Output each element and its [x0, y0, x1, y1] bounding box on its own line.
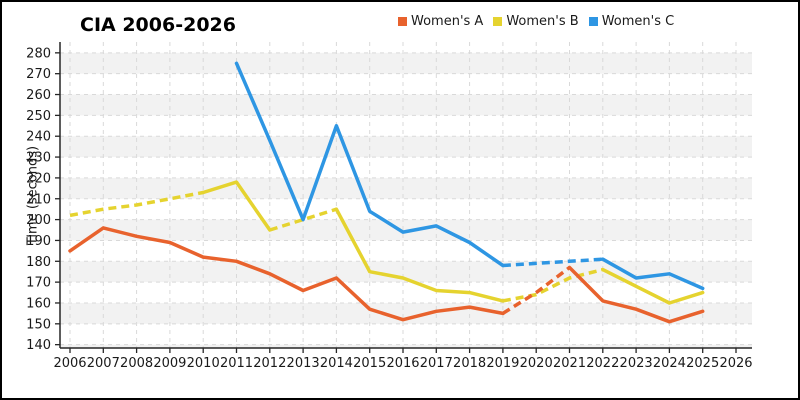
legend-marker-womens-a — [398, 17, 407, 26]
x-tick-label: 2007 — [87, 356, 120, 371]
y-tick-label: 230 — [26, 151, 51, 166]
y-tick-label: 220 — [26, 171, 51, 186]
x-tick-label: 2024 — [653, 356, 686, 371]
series-line-women-s-a-dashed — [501, 266, 571, 315]
plot-band — [60, 344, 752, 348]
x-tick-label: 2012 — [253, 356, 286, 371]
x-tick-label: 2023 — [620, 356, 653, 371]
x-tick-label: 2018 — [453, 356, 486, 371]
legend-item-womens-b: Women's B — [493, 14, 579, 29]
x-tick-label: 2020 — [520, 356, 553, 371]
chart-legend: Women's A Women's B Women's C — [398, 14, 674, 29]
x-tick-label: 2025 — [686, 356, 719, 371]
y-tick-label: 210 — [26, 192, 51, 207]
x-tick-label: 2016 — [386, 356, 419, 371]
y-tick-label: 200 — [26, 213, 51, 228]
x-tick-label: 2013 — [287, 356, 320, 371]
series-line-women-s-b-dashed — [69, 190, 204, 218]
y-tick-label: 150 — [26, 317, 51, 332]
x-tick-label: 2014 — [320, 356, 353, 371]
legend-item-womens-c: Women's C — [588, 14, 675, 29]
x-tick-label: 2019 — [486, 356, 519, 371]
x-tick-label: 2006 — [53, 356, 86, 371]
y-tick-label: 280 — [26, 46, 51, 61]
plot-band — [60, 94, 752, 116]
y-tick-label: 260 — [26, 88, 51, 103]
series-line-women-s-b-solid — [201, 180, 272, 232]
legend-label-womens-b: Women's B — [506, 14, 579, 29]
x-tick-label: 2015 — [353, 356, 386, 371]
x-tick-label: 2010 — [187, 356, 220, 371]
legend-label-womens-a: Women's A — [411, 14, 484, 29]
plot-band — [60, 177, 752, 199]
y-tick-label: 180 — [26, 255, 51, 270]
series-line-women-s-b-solid — [334, 207, 505, 303]
x-tick-label: 2021 — [553, 356, 586, 371]
series-line-women-s-c-solid — [601, 257, 705, 291]
series-line-women-s-b-dashed — [502, 267, 604, 303]
series-line-women-s-a-solid — [567, 265, 705, 324]
y-tick-label: 170 — [26, 276, 51, 291]
series-line-women-s-b-dashed — [269, 207, 337, 232]
x-tick-label: 2017 — [420, 356, 453, 371]
y-tick-label: 140 — [26, 338, 51, 353]
plot-band — [60, 136, 752, 158]
x-tick-label: 2011 — [220, 356, 253, 371]
x-tick-label: 2008 — [120, 356, 153, 371]
series-line-women-s-a-solid — [68, 226, 505, 322]
y-tick-label: 250 — [26, 109, 51, 124]
legend-label-womens-c: Women's C — [601, 14, 675, 29]
chart-title: CIA 2006-2026 — [80, 14, 236, 36]
legend-marker-womens-c — [588, 17, 598, 26]
y-tick-label: 160 — [26, 296, 51, 311]
plot-band — [60, 302, 752, 324]
y-tick-label: 240 — [26, 130, 51, 145]
y-axis-title: Time (seconds) — [25, 145, 41, 246]
x-tick-label: 2026 — [719, 356, 752, 371]
legend-marker-womens-b — [493, 17, 503, 26]
y-tick-label: 190 — [26, 234, 51, 249]
legend-item-womens-a: Women's A — [398, 14, 483, 29]
series-line-women-s-b-solid — [601, 267, 705, 305]
x-tick-label: 2009 — [153, 356, 186, 371]
y-tick-label: 270 — [26, 67, 51, 82]
plot-band — [60, 52, 752, 74]
x-tick-label: 2022 — [586, 356, 619, 371]
series-line-women-s-c-solid — [234, 61, 505, 268]
series-line-women-s-c-dashed — [502, 257, 603, 268]
